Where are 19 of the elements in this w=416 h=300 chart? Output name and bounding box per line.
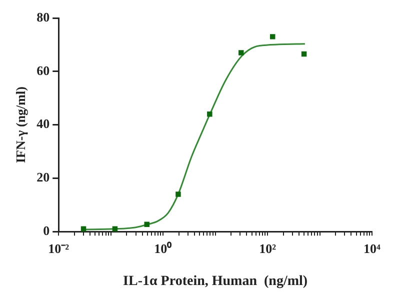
point xyxy=(144,222,150,228)
y-tick-label: 20 xyxy=(36,170,50,185)
point xyxy=(112,226,118,232)
point xyxy=(238,50,244,56)
x-tick-label: 10² xyxy=(259,240,276,256)
x-tick-label: 10⁰ xyxy=(154,240,172,256)
point xyxy=(176,192,181,197)
point xyxy=(270,34,276,40)
point xyxy=(301,51,307,57)
y-tick-label: 60 xyxy=(36,62,50,78)
y-tick-label: 80 xyxy=(36,9,50,24)
y-tick-label: 0 xyxy=(43,222,50,238)
x-axis-title: IL-1α Protein, Human (ng/ml) xyxy=(123,274,308,290)
x-tick-label: 10⁻² xyxy=(48,240,70,256)
y-tick-label: 40 xyxy=(36,116,50,132)
x-tick-label: 10⁴ xyxy=(364,240,381,256)
point xyxy=(80,226,86,232)
y-axis-title: IFN-γ (ng/ml) xyxy=(13,86,28,164)
point xyxy=(207,112,212,117)
